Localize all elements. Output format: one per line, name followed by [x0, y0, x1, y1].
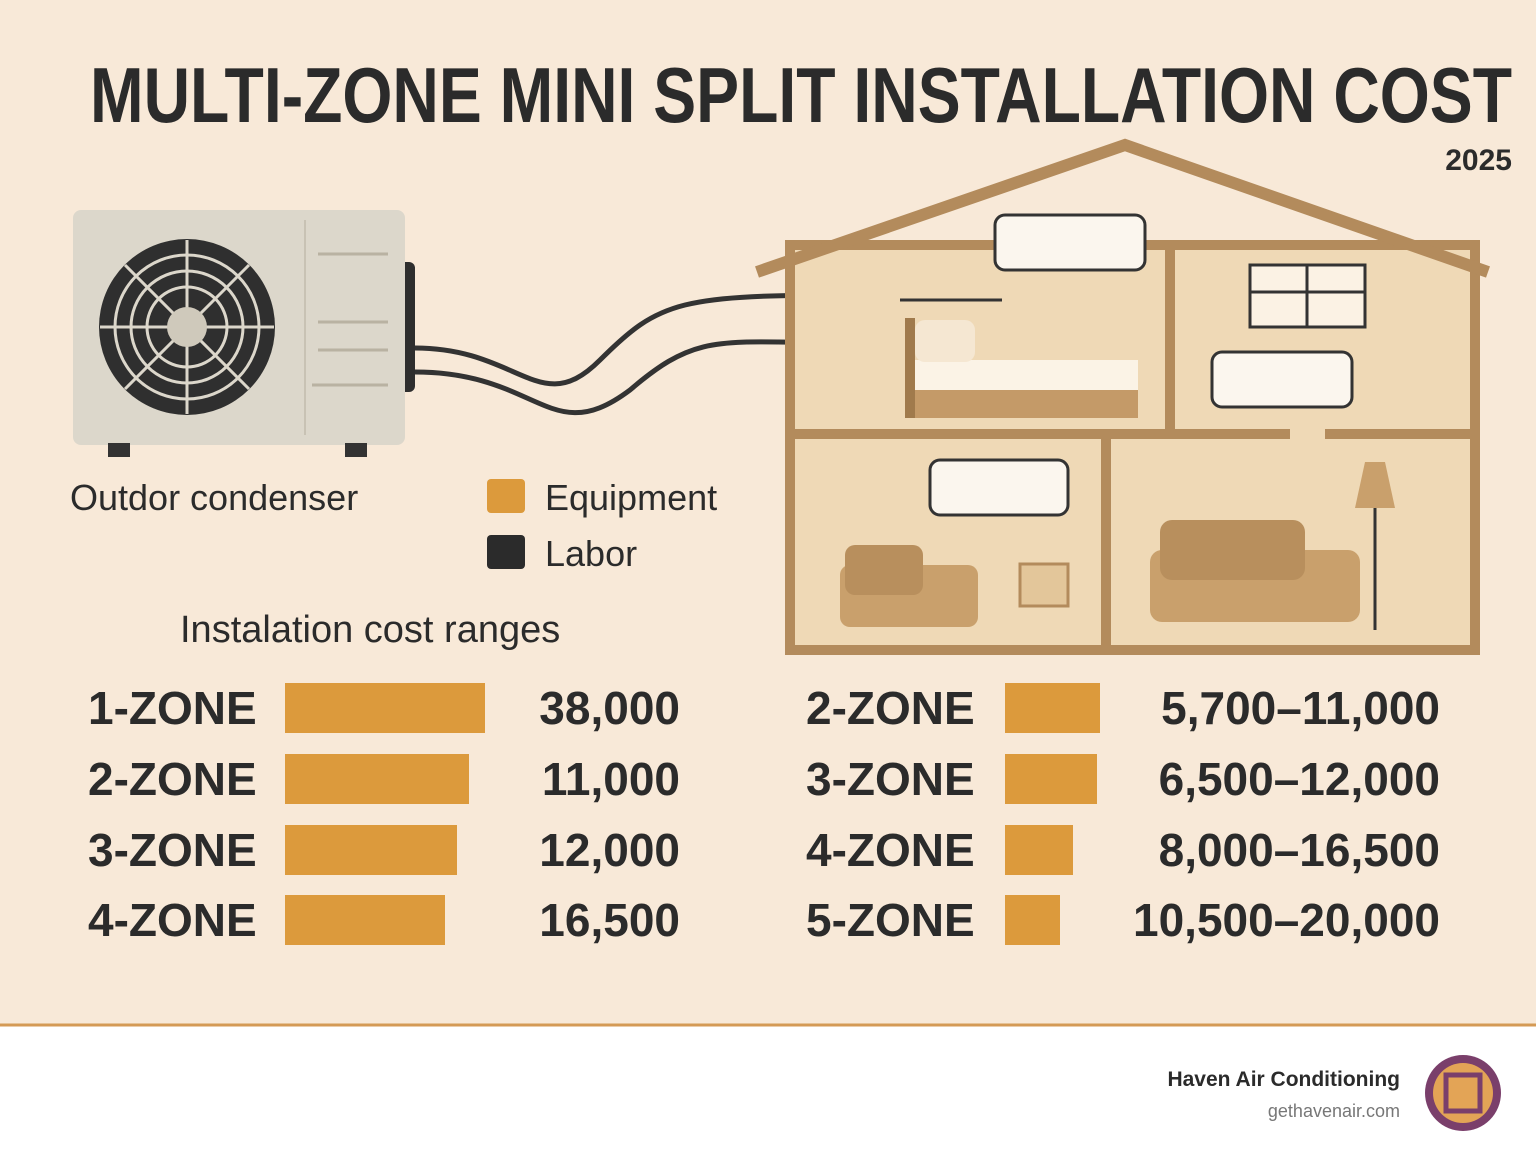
zone-label: 2-ZONE — [88, 753, 257, 805]
cost-bar — [285, 754, 469, 804]
legend-label: Equipment — [545, 477, 717, 518]
zone-label: 4-ZONE — [806, 824, 975, 876]
cost-value: 16,500 — [539, 894, 680, 946]
cost-value: 10,500–20,000 — [1133, 894, 1440, 946]
cost-bar — [285, 683, 485, 733]
cost-value: 12,000 — [539, 824, 680, 876]
cost-bar — [1005, 754, 1097, 804]
cost-bar — [285, 825, 457, 875]
cost-bar — [285, 895, 445, 945]
zone-label: 2-ZONE — [806, 682, 975, 734]
section-title: Instalation cost ranges — [180, 609, 560, 651]
company-name: Haven Air Conditioning — [1167, 1068, 1400, 1091]
cost-bar — [1005, 895, 1060, 945]
cost-value: 11,000 — [542, 753, 680, 805]
zone-label: 1-ZONE — [88, 682, 257, 734]
cost-value: 8,000–16,500 — [1159, 824, 1440, 876]
legend-swatch — [487, 535, 525, 569]
cost-bar — [1005, 683, 1100, 733]
legend-swatch — [487, 479, 525, 513]
cost-bar — [1005, 825, 1073, 875]
cost-value: 6,500–12,000 — [1159, 753, 1440, 805]
company-url: gethavenair.com — [1268, 1101, 1400, 1121]
zone-label: 3-ZONE — [806, 753, 975, 805]
legend-label: Labor — [545, 533, 637, 574]
zone-label: 4-ZONE — [88, 894, 257, 946]
zone-label: 5-ZONE — [806, 894, 975, 946]
footer-bg — [0, 1025, 1536, 1154]
house-illustration — [755, 138, 1490, 655]
condenser-illustration — [73, 210, 415, 457]
title: MULTI-ZONE MINI SPLIT INSTALLATION COST — [90, 51, 1512, 139]
zone-label: 3-ZONE — [88, 824, 257, 876]
cost-value: 5,700–11,000 — [1161, 682, 1440, 734]
cost-value: 38,000 — [539, 682, 680, 734]
condenser-label: Outdor condenser — [70, 477, 358, 518]
year: 2025 — [1445, 144, 1512, 177]
logo — [1425, 1055, 1501, 1131]
